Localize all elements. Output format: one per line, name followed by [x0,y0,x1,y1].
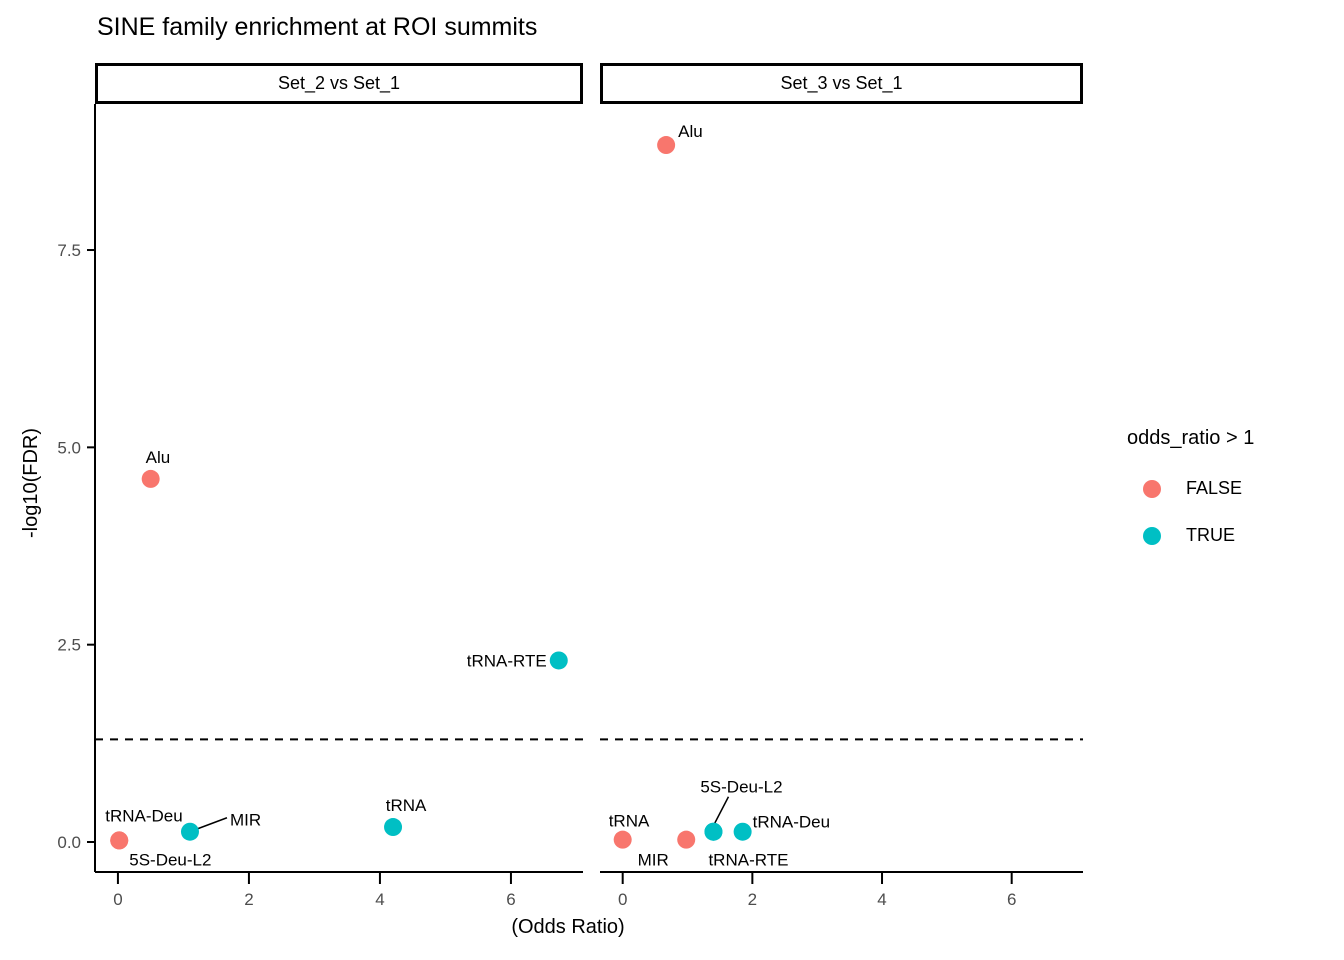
legend-entry-true: TRUE [1118,512,1344,559]
point-label-trna-rte: tRNA-RTE [467,651,547,670]
x-tick-label: 0 [113,890,122,909]
legend-title: odds_ratio > 1 [1127,427,1255,449]
y-tick-label: 7.5 [57,241,81,260]
legend-label: TRUE [1186,525,1235,545]
y-tick-label: 0.0 [57,833,81,852]
chart-title: SINE family enrichment at ROI summits [97,13,538,41]
point-label-trna-deu: tRNA-Deu [753,813,830,832]
y-tick-label: 5.0 [57,438,81,457]
facet-strip-label: Set_2 vs Set_1 [277,73,401,93]
legend: odds_ratio > 1 FALSE TRUE [1118,427,1344,559]
data-point-trna [384,818,403,837]
legend-label: FALSE [1186,478,1243,498]
point-label-trna: tRNA [609,812,650,831]
data-point-alu [657,136,676,155]
x-tick-label: 2 [748,890,757,909]
point-label-mir: MIR [230,811,261,830]
label-leader-line [713,796,730,825]
data-point-trna [613,830,632,849]
data-point-alu [141,469,160,488]
point-label-trna-deu: tRNA-Deu [105,806,182,825]
x-tick-label: 4 [375,890,384,909]
point-label-alu: Alu [146,448,171,467]
data-point-trna-rte [704,822,723,841]
data-point-trna-rte [549,651,568,670]
legend-dot-true [1143,526,1161,545]
x-axis-title: (Odds Ratio) [511,916,625,938]
x-tick-label: 6 [1007,890,1016,909]
data-point-5s-deu-l2 [110,831,129,850]
facet-strip-set2-vs-set1: Set_2 vs Set_1 [95,63,583,104]
x-tick-label: 4 [877,890,886,909]
data-point-mir [677,830,696,849]
y-tick-label: 2.5 [57,636,81,655]
label-leader-line [194,817,228,831]
facet-strip-set3-vs-set1: Set_3 vs Set_1 [600,63,1083,104]
facet-strip-label: Set_3 vs Set_1 [780,73,903,93]
point-label-mir: MIR [638,851,669,870]
legend-entries: FALSE TRUE [1118,465,1344,559]
legend-dot-false [1143,479,1161,498]
x-tick-label: 6 [506,890,515,909]
point-label-5s-deu-l2: 5S-Deu-L2 [700,778,782,797]
data-point-trna-deu [733,822,752,841]
point-label-5s-deu-l2: 5S-Deu-L2 [129,850,211,869]
point-label-trna-rte: tRNA-RTE [708,851,788,870]
point-label-trna: tRNA [386,796,427,815]
y-axis-title: -log10(FDR) [20,427,42,539]
point-label-alu: Alu [678,122,703,141]
x-tick-label: 2 [244,890,253,909]
legend-entry-false: FALSE [1118,465,1344,512]
x-tick-label: 0 [618,890,627,909]
data-point-mir [180,822,199,841]
